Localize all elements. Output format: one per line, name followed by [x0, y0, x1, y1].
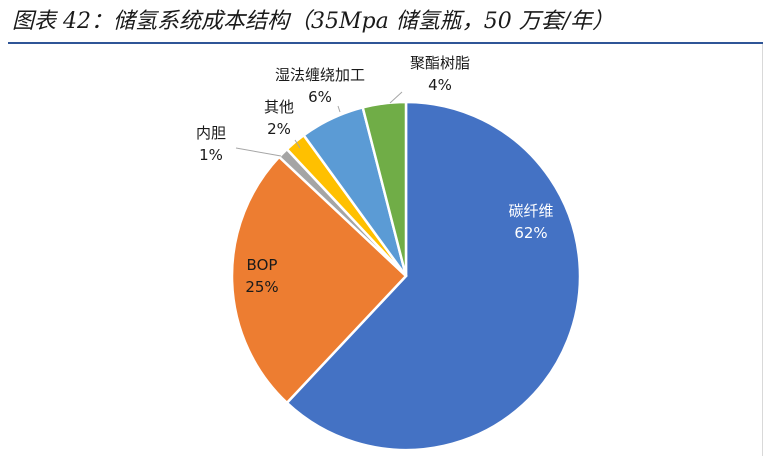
slice-label: BOP — [247, 256, 278, 274]
slice-value-label: 4% — [428, 76, 452, 94]
chart-frame — [8, 44, 763, 456]
leader-line — [389, 91, 403, 104]
slice-value-label: 1% — [199, 146, 223, 164]
figure-title: 图表 42：储氢系统成本结构（35Mpa 储氢瓶，50 万套/年） — [12, 9, 615, 34]
slice-label: 其他 — [264, 98, 294, 116]
leader-line — [235, 147, 282, 157]
leader-line — [294, 139, 301, 149]
pie-slice — [361, 100, 408, 277]
pie-slice — [285, 100, 582, 452]
slice-label: 碳纤维 — [508, 202, 553, 220]
slice-value-label: 25% — [245, 278, 278, 296]
slice-value-label: 2% — [267, 120, 291, 138]
slice-value-label: 62% — [514, 224, 547, 242]
leader-line — [337, 105, 341, 113]
slice-value-label: 6% — [308, 88, 332, 106]
slice-label: 湿法缠绕加工 — [275, 66, 365, 84]
slice-label: 内胆 — [196, 124, 226, 142]
title-rule — [8, 42, 763, 44]
slice-label: 聚酯树脂 — [410, 54, 470, 72]
pie-slice — [230, 155, 408, 405]
